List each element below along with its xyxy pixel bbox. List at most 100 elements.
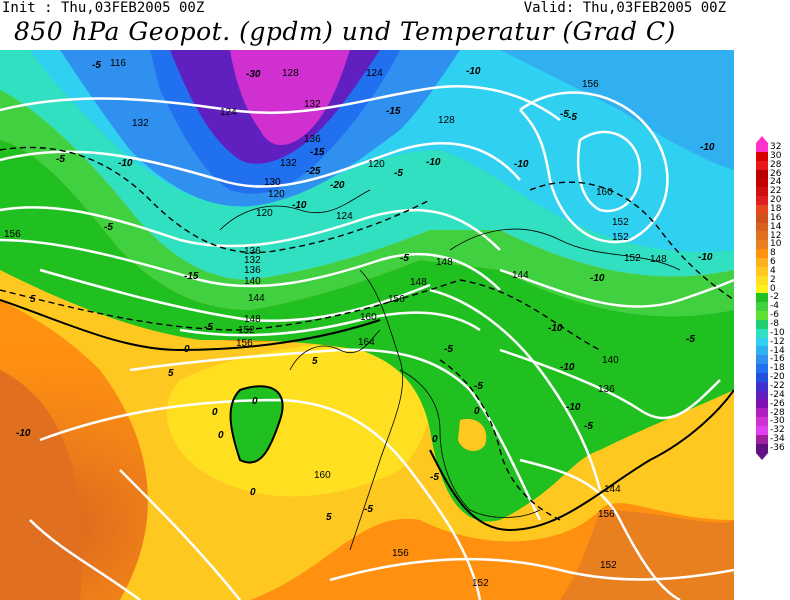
colorbar-label: -24 bbox=[770, 389, 785, 400]
contour-line bbox=[499, 348, 721, 420]
colorbar-label: 32 bbox=[770, 142, 782, 152]
isotherm-line bbox=[439, 359, 561, 521]
temperature-label: 0 bbox=[184, 344, 190, 355]
init-time: Init : Thu,03FEB2005 00Z bbox=[2, 0, 205, 16]
temperature-label: -5 bbox=[56, 154, 65, 165]
colorbar-cell bbox=[756, 249, 768, 258]
temperature-label: -10 bbox=[560, 362, 575, 373]
colorbar-cell bbox=[756, 257, 768, 267]
temperature-label: -5 bbox=[394, 168, 403, 179]
coastline bbox=[349, 269, 404, 551]
colorbar-label: 10 bbox=[770, 239, 782, 250]
colorbar-cell bbox=[756, 337, 768, 347]
temperature-label: 0 bbox=[212, 407, 218, 418]
colorbar-cell bbox=[756, 302, 768, 312]
temperature-label: -5 bbox=[474, 381, 483, 392]
geopotential-label: 148 bbox=[650, 254, 667, 265]
color-legend-bar bbox=[756, 143, 768, 453]
colorbar-cell bbox=[756, 143, 768, 152]
colorbar-label: 0 bbox=[770, 283, 776, 294]
magenta-core bbox=[230, 50, 350, 145]
colorbar-cell bbox=[756, 222, 768, 232]
colorbar-label: 6 bbox=[770, 257, 776, 268]
coastline bbox=[219, 189, 371, 231]
temperature-label-group: -5 -10 -30 -15 -10 -10 -15 -25 -20 -10 -… bbox=[16, 60, 715, 523]
coastlines bbox=[219, 189, 681, 551]
colorbar-label: -22 bbox=[770, 380, 785, 391]
temperature-label: 0 bbox=[250, 487, 256, 498]
header: Init : Thu,03FEB2005 00Z Valid: Thu,03FE… bbox=[0, 0, 790, 50]
geopotential-label: 136 bbox=[598, 384, 615, 395]
temperature-label: -30 bbox=[246, 69, 261, 80]
isotherm-zero-line bbox=[429, 389, 734, 532]
zero-isotherm bbox=[0, 299, 734, 532]
isotherm-line bbox=[0, 279, 601, 351]
colorbar-label: 8 bbox=[770, 248, 776, 259]
colorbar-label: -30 bbox=[770, 416, 785, 427]
colorbar-label: -4 bbox=[770, 301, 779, 312]
temperature-label: -5 bbox=[104, 222, 113, 233]
geopotential-label: 144 bbox=[248, 293, 265, 304]
geopotential-label: 156 bbox=[598, 509, 615, 520]
temperature-label: 5 bbox=[30, 294, 36, 305]
temperature-label: -15 bbox=[310, 147, 325, 158]
contour-line bbox=[39, 398, 482, 600]
geopotential-label: 152 bbox=[472, 578, 489, 589]
colorbar-cell bbox=[756, 319, 768, 329]
temperature-label: 5 bbox=[312, 356, 318, 367]
colorbar-label: 30 bbox=[770, 150, 782, 161]
temperature-label: -10 bbox=[698, 252, 713, 263]
temperature-label: -10 bbox=[548, 323, 563, 334]
colorbar-cell bbox=[756, 328, 768, 338]
colorbar-bottom-arrow bbox=[756, 453, 768, 460]
geopotential-label: 116 bbox=[110, 58, 126, 69]
geopotential-label-group: 116 124 128 124 132 132 136 132 130 120 … bbox=[4, 58, 667, 589]
geopotential-label: 136 bbox=[244, 246, 261, 257]
warm-southwest bbox=[0, 370, 82, 600]
colorbar-cell bbox=[756, 213, 768, 223]
isotherm-line bbox=[0, 146, 431, 254]
colorbar-label: 22 bbox=[770, 186, 782, 197]
coastline bbox=[449, 228, 681, 271]
temperature-label: -10 bbox=[426, 157, 441, 168]
geopotential-label: 136 bbox=[304, 134, 321, 145]
geopotential-label: 156 bbox=[388, 294, 405, 305]
colorbar-cell bbox=[756, 204, 768, 214]
colorbar-label: -20 bbox=[770, 372, 785, 383]
contour-line bbox=[519, 458, 681, 600]
geopotential-label: 124 bbox=[220, 107, 237, 118]
temperature-label: -5 bbox=[92, 60, 101, 71]
temperature-label: -20 bbox=[330, 180, 345, 191]
colorbar-label: -28 bbox=[770, 407, 785, 418]
geopotential-label: 124 bbox=[336, 211, 353, 222]
colorbar-cell bbox=[756, 231, 768, 241]
colorbar-label: -18 bbox=[770, 363, 785, 374]
green-island bbox=[230, 386, 283, 463]
map-title: 850 hPa Geopot. (gpdm) und Temperatur (G… bbox=[14, 17, 676, 46]
colorbar-cell bbox=[756, 381, 768, 391]
temperature-label: -10 bbox=[292, 200, 307, 211]
contour-line bbox=[179, 311, 481, 337]
contour-line bbox=[129, 348, 542, 521]
temperature-label: -10 bbox=[466, 66, 481, 77]
contour-line bbox=[29, 519, 141, 600]
temperature-label: -15 bbox=[184, 271, 199, 282]
isotherm-line bbox=[529, 181, 734, 301]
colorbar-label: 20 bbox=[770, 195, 782, 206]
geopotential-label: 144 bbox=[604, 484, 621, 495]
colorbar-label: 4 bbox=[770, 265, 776, 276]
colorbar-cell bbox=[756, 293, 768, 303]
colorbar-cell bbox=[756, 346, 768, 356]
colorbar-label: -36 bbox=[770, 442, 785, 453]
temperature-label: -10 bbox=[700, 142, 715, 153]
temperature-isotherms bbox=[0, 146, 734, 521]
colorbar-label: 24 bbox=[770, 177, 782, 188]
colorbar-cell bbox=[756, 266, 768, 276]
geopotential-label: 144 bbox=[512, 270, 529, 281]
temperature-label: -5 bbox=[686, 334, 695, 345]
colorbar-label: 16 bbox=[770, 212, 782, 223]
temperature-label: 5 bbox=[168, 368, 174, 379]
geopotential-label: 148 bbox=[244, 314, 261, 325]
green-zone bbox=[0, 140, 734, 522]
temperature-label: -5 bbox=[568, 112, 577, 123]
